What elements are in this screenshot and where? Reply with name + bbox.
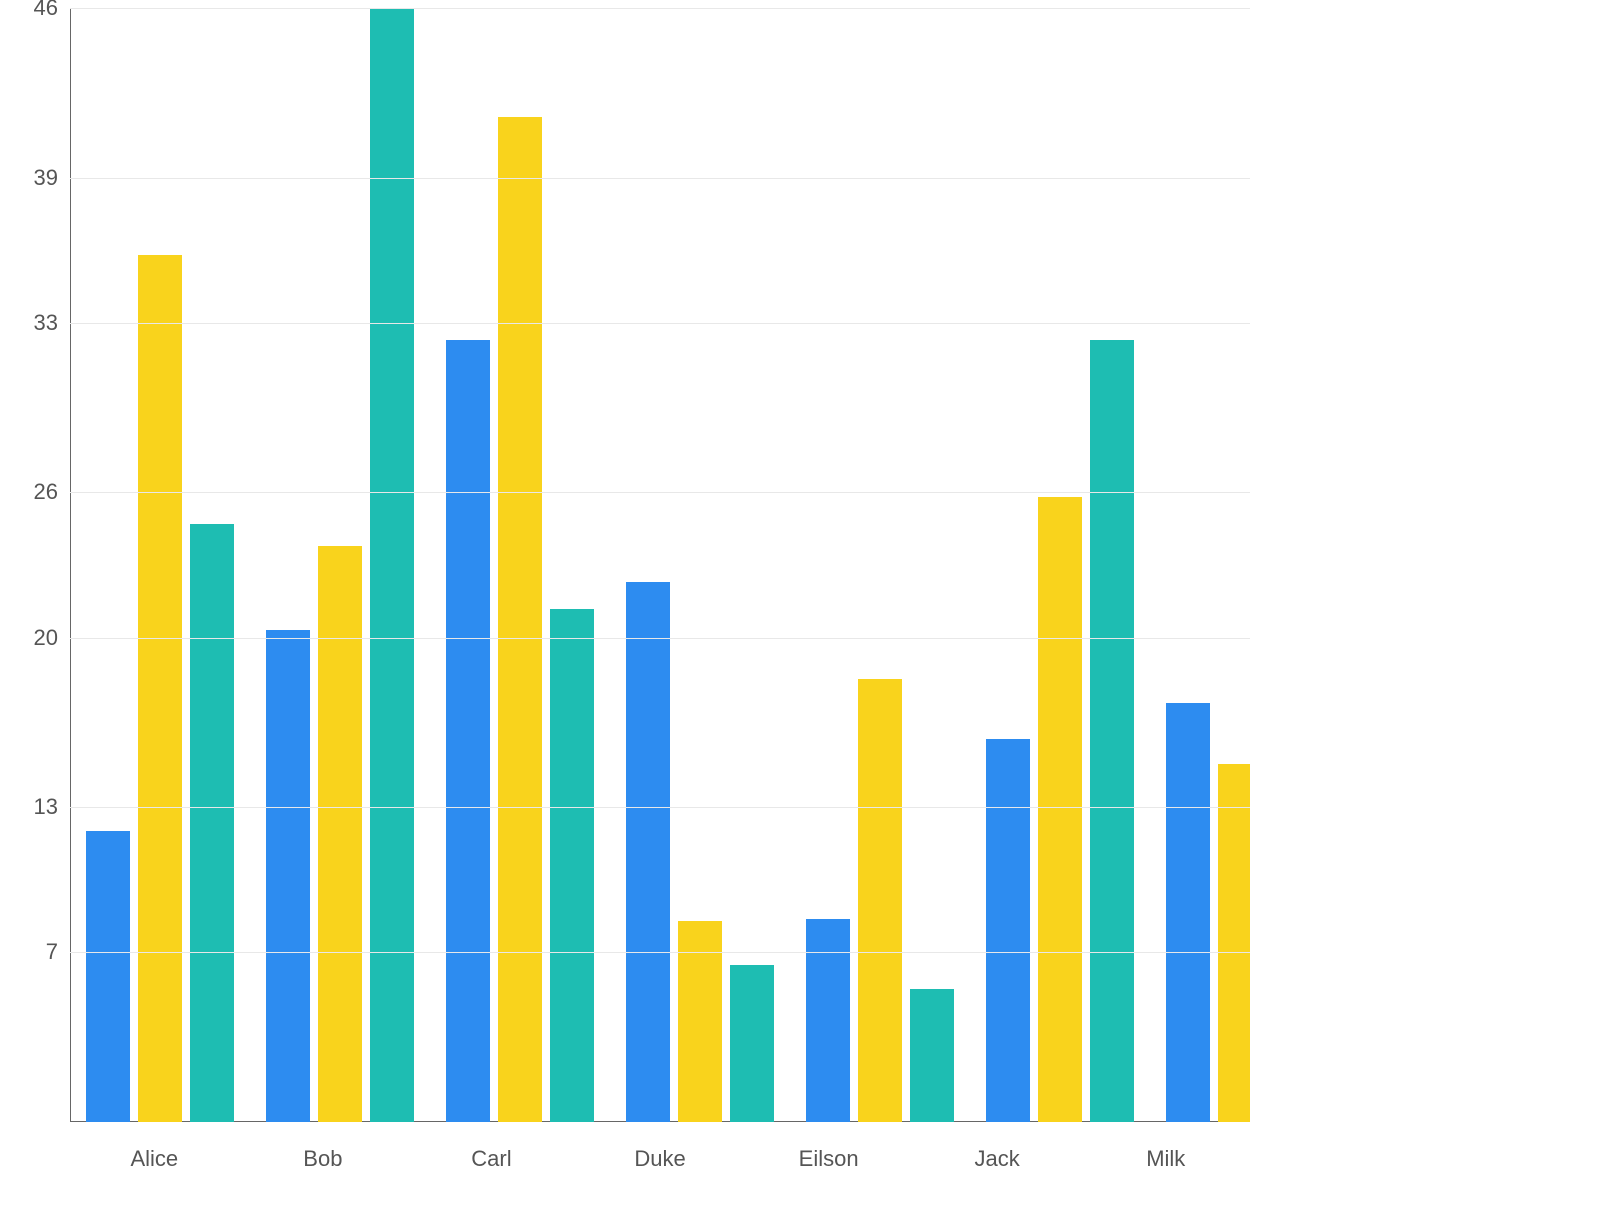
bar xyxy=(806,919,850,1122)
bar xyxy=(266,630,310,1122)
x-axis-labels: AliceBobCarlDukeEilsonJackMilk xyxy=(70,1146,1250,1172)
bar-group xyxy=(610,8,790,1122)
x-tick-label: Bob xyxy=(239,1146,408,1172)
y-tick-label: 26 xyxy=(0,479,58,505)
x-tick-label: Carl xyxy=(407,1146,576,1172)
bar xyxy=(910,989,954,1122)
x-tick-label: Milk xyxy=(1081,1146,1250,1172)
bar-groups xyxy=(70,8,1250,1122)
x-tick-label: Alice xyxy=(70,1146,239,1172)
bar xyxy=(858,679,902,1122)
bar xyxy=(1038,497,1082,1122)
x-tick-label: Eilson xyxy=(744,1146,913,1172)
gridline xyxy=(70,952,1250,953)
gridline xyxy=(70,638,1250,639)
bar-group xyxy=(70,8,250,1122)
y-tick-label: 20 xyxy=(0,625,58,651)
y-tick-label: 46 xyxy=(0,0,58,21)
gridline xyxy=(70,323,1250,324)
bar xyxy=(190,524,234,1122)
bar-group xyxy=(970,8,1150,1122)
gridline xyxy=(70,178,1250,179)
bar-group xyxy=(1150,8,1250,1122)
bar xyxy=(1166,703,1210,1122)
bar xyxy=(730,965,774,1122)
y-tick-label: 39 xyxy=(0,165,58,191)
y-tick-label: 7 xyxy=(0,939,58,965)
bar xyxy=(678,921,722,1122)
bar xyxy=(370,8,414,1122)
bar-group xyxy=(430,8,610,1122)
bar xyxy=(86,831,130,1122)
grouped-bar-chart: AliceBobCarlDukeEilsonJackMilk 7 13 20 26 33… xyxy=(0,0,1600,1224)
bar xyxy=(986,739,1030,1122)
bar-group xyxy=(790,8,970,1122)
bar xyxy=(138,255,182,1122)
y-tick-label: 33 xyxy=(0,310,58,336)
bar xyxy=(446,340,490,1122)
gridline xyxy=(70,8,1250,9)
bar xyxy=(626,582,670,1122)
plot-area xyxy=(70,8,1250,1122)
bar xyxy=(550,609,594,1122)
bar-group xyxy=(250,8,430,1122)
bar xyxy=(318,546,362,1122)
y-tick-label: 13 xyxy=(0,794,58,820)
gridline xyxy=(70,807,1250,808)
bar xyxy=(498,117,542,1122)
bar xyxy=(1090,340,1134,1122)
bar xyxy=(1218,764,1250,1122)
x-tick-label: Duke xyxy=(576,1146,745,1172)
x-tick-label: Jack xyxy=(913,1146,1082,1172)
gridline xyxy=(70,492,1250,493)
